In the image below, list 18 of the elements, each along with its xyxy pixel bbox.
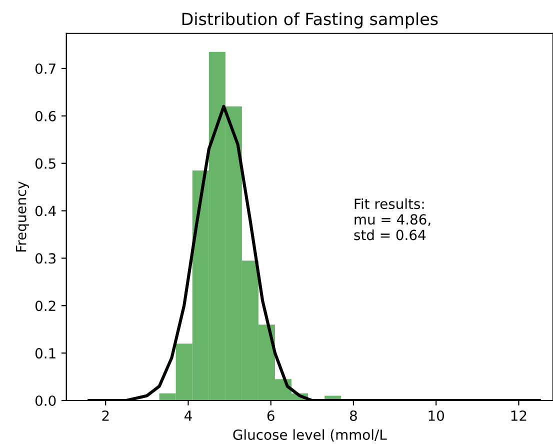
y-tick-label: 0.6	[35, 110, 56, 122]
y-tick-label: 0.1	[35, 348, 56, 359]
chart-title: Distribution of Fasting samples	[182, 12, 438, 29]
y-tick-label: 0.4	[35, 206, 56, 216]
annotation: Fit results: mu = 4.86, std = 0.64	[354, 198, 430, 240]
y-tick-label: 0.3	[35, 253, 56, 264]
x-tick-label: 2	[102, 410, 109, 421]
y-tick-label: 0.2	[35, 300, 56, 312]
x-tick-label: 12	[511, 410, 526, 421]
y-tick-label: 0.0	[35, 395, 56, 406]
y-axis-title: Frequency	[16, 181, 29, 252]
x-tick-label: 6	[267, 410, 274, 421]
y-tick-label: 0.7	[35, 63, 56, 74]
x-tick-label: 4	[184, 410, 192, 421]
y-tick-label: 0.5	[35, 158, 56, 169]
x-tick-label: 10	[428, 410, 444, 421]
x-axis-title: Glucose level (mmol/L	[233, 429, 387, 442]
x-tick-label: 8	[350, 410, 357, 421]
